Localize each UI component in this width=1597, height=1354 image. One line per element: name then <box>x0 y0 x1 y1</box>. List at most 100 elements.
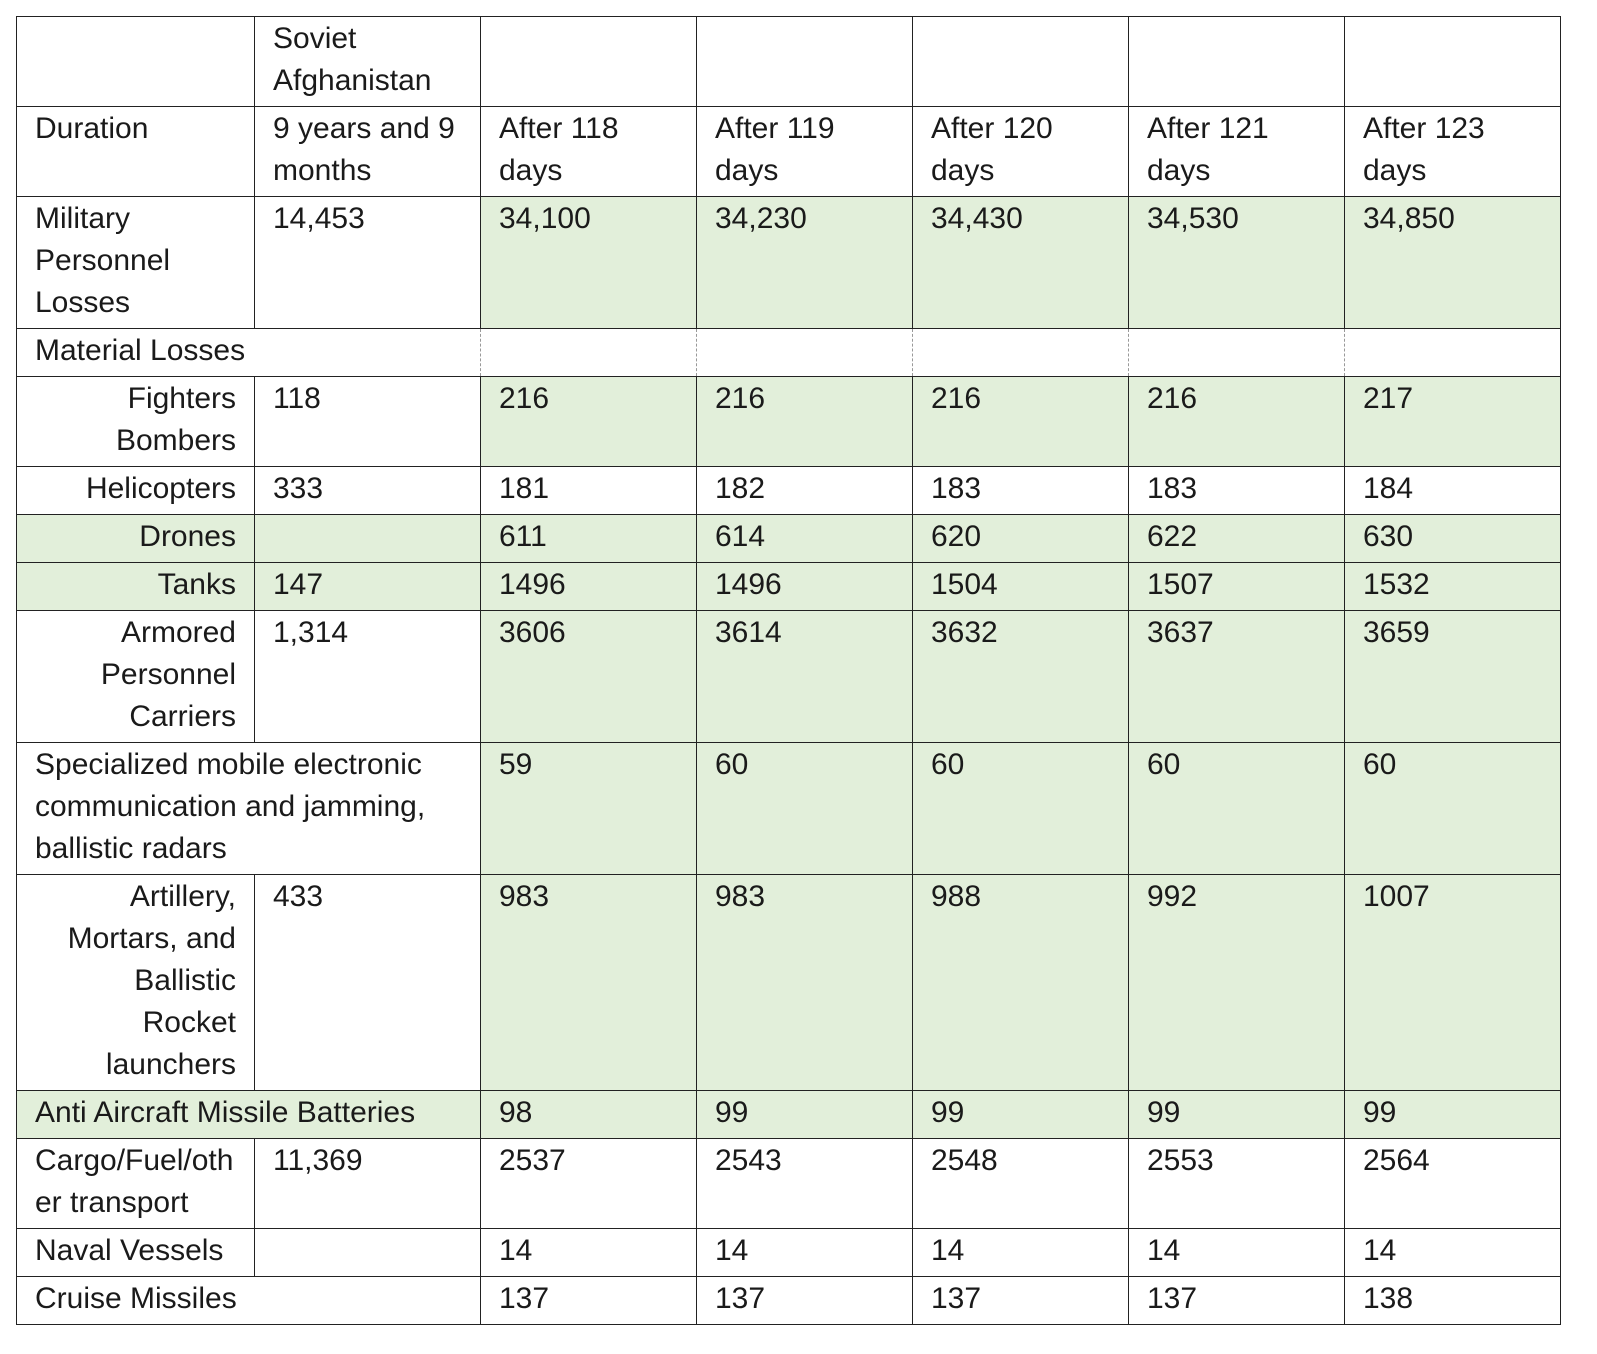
value-cell: 611 <box>480 514 697 563</box>
value-cell: 3614 <box>696 610 913 743</box>
value-cell: 99 <box>1128 1090 1345 1139</box>
value-cell: 99 <box>912 1090 1129 1139</box>
value-cell: 137 <box>480 1276 697 1325</box>
period-header: After 121 days <box>1128 106 1345 197</box>
value-cell: 614 <box>696 514 913 563</box>
value-cell: 137 <box>696 1276 913 1325</box>
row-label: Cargo/Fuel/other transport <box>16 1138 255 1229</box>
value-cell: 184 <box>1344 466 1561 515</box>
value-cell: 14 <box>480 1228 697 1277</box>
value-cell: 60 <box>912 742 1129 875</box>
value-cell: 14 <box>1128 1228 1345 1277</box>
afghanistan-value: 11,369 <box>254 1138 481 1229</box>
row-label: Helicopters <box>16 466 255 515</box>
value-cell: 992 <box>1128 874 1345 1091</box>
value-cell: 14 <box>696 1228 913 1277</box>
table-row: Armored Personnel Carriers 1,314 3606 36… <box>16 610 1561 743</box>
value-cell: 630 <box>1344 514 1561 563</box>
value-cell: 34,430 <box>912 196 1129 329</box>
section-label: Material Losses <box>16 328 481 377</box>
row-label: Fighters Bombers <box>16 376 255 467</box>
row-label: Military Personnel Losses <box>16 196 255 329</box>
afghanistan-value: 147 <box>254 562 481 611</box>
value-cell: 138 <box>1344 1276 1561 1325</box>
value-cell: 182 <box>696 466 913 515</box>
table-row: Helicopters 333 181 182 183 183 184 <box>16 466 1561 515</box>
value-cell: 1496 <box>696 562 913 611</box>
section-row: Material Losses <box>16 328 1561 377</box>
header-row-1: Soviet Afghanistan <box>16 16 1561 107</box>
value-cell: 14 <box>912 1228 1129 1277</box>
period-header: After 118 days <box>480 106 697 197</box>
value-cell: 1496 <box>480 562 697 611</box>
afghanistan-value <box>254 1228 481 1277</box>
afghanistan-value: 118 <box>254 376 481 467</box>
afghanistan-value <box>254 514 481 563</box>
value-cell: 622 <box>1128 514 1345 563</box>
afghanistan-header: Soviet Afghanistan <box>254 16 481 107</box>
value-cell: 60 <box>1344 742 1561 875</box>
row-label: Cruise Missiles <box>16 1276 481 1325</box>
row-label: Anti Aircraft Missile Batteries <box>16 1090 481 1139</box>
value-cell: 99 <box>696 1090 913 1139</box>
value-cell: 183 <box>912 466 1129 515</box>
value-cell: 34,530 <box>1128 196 1345 329</box>
table-row: Military Personnel Losses 14,453 34,100 … <box>16 196 1561 329</box>
table-row: Cargo/Fuel/other transport 11,369 2537 2… <box>16 1138 1561 1229</box>
value-cell: 34,230 <box>696 196 913 329</box>
afghanistan-value: 1,314 <box>254 610 481 743</box>
value-cell: 2564 <box>1344 1138 1561 1229</box>
table-row: Fighters Bombers 118 216 216 216 216 217 <box>16 376 1561 467</box>
table-row: Anti Aircraft Missile Batteries 98 99 99… <box>16 1090 1561 1139</box>
value-cell: 137 <box>1128 1276 1345 1325</box>
row-label: Artillery, Mortars, and Ballistic Rocket… <box>16 874 255 1091</box>
period-header: After 123 days <box>1344 106 1561 197</box>
value-cell: 14 <box>1344 1228 1561 1277</box>
row-label: Tanks <box>16 562 255 611</box>
value-cell: 3659 <box>1344 610 1561 743</box>
value-cell: 137 <box>912 1276 1129 1325</box>
table-row: Cruise Missiles 137 137 137 137 138 <box>16 1276 1561 1325</box>
afghanistan-value: 433 <box>254 874 481 1091</box>
afghanistan-value: 14,453 <box>254 196 481 329</box>
period-header: After 119 days <box>696 106 913 197</box>
value-cell: 216 <box>912 376 1129 467</box>
row-label: Naval Vessels <box>16 1228 255 1277</box>
value-cell: 216 <box>1128 376 1345 467</box>
row-label: Drones <box>16 514 255 563</box>
value-cell: 60 <box>696 742 913 875</box>
value-cell: 181 <box>480 466 697 515</box>
table-row: Tanks 147 1496 1496 1504 1507 1532 <box>16 562 1561 611</box>
value-cell: 2553 <box>1128 1138 1345 1229</box>
value-cell: 99 <box>1344 1090 1561 1139</box>
duration-row: Duration 9 years and 9 months After 118 … <box>16 106 1561 197</box>
value-cell: 983 <box>696 874 913 1091</box>
losses-table: Soviet Afghanistan Duration 9 years and … <box>16 16 1561 1325</box>
value-cell: 98 <box>480 1090 697 1139</box>
value-cell: 3606 <box>480 610 697 743</box>
duration-label: Duration <box>16 106 255 197</box>
value-cell: 34,100 <box>480 196 697 329</box>
value-cell: 1504 <box>912 562 1129 611</box>
value-cell: 1532 <box>1344 562 1561 611</box>
period-header: After 120 days <box>912 106 1129 197</box>
value-cell: 1507 <box>1128 562 1345 611</box>
value-cell: 2537 <box>480 1138 697 1229</box>
value-cell: 34,850 <box>1344 196 1561 329</box>
value-cell: 216 <box>480 376 697 467</box>
value-cell: 216 <box>696 376 913 467</box>
value-cell: 3632 <box>912 610 1129 743</box>
value-cell: 2543 <box>696 1138 913 1229</box>
value-cell: 983 <box>480 874 697 1091</box>
value-cell: 1007 <box>1344 874 1561 1091</box>
row-label: Armored Personnel Carriers <box>16 610 255 743</box>
afghanistan-value: 333 <box>254 466 481 515</box>
value-cell: 60 <box>1128 742 1345 875</box>
table-row: Naval Vessels 14 14 14 14 14 <box>16 1228 1561 1277</box>
value-cell: 3637 <box>1128 610 1345 743</box>
value-cell: 183 <box>1128 466 1345 515</box>
value-cell: 620 <box>912 514 1129 563</box>
table-row: Specialized mobile electronic communicat… <box>16 742 1561 875</box>
value-cell: 2548 <box>912 1138 1129 1229</box>
afghanistan-duration: 9 years and 9 months <box>254 106 481 197</box>
